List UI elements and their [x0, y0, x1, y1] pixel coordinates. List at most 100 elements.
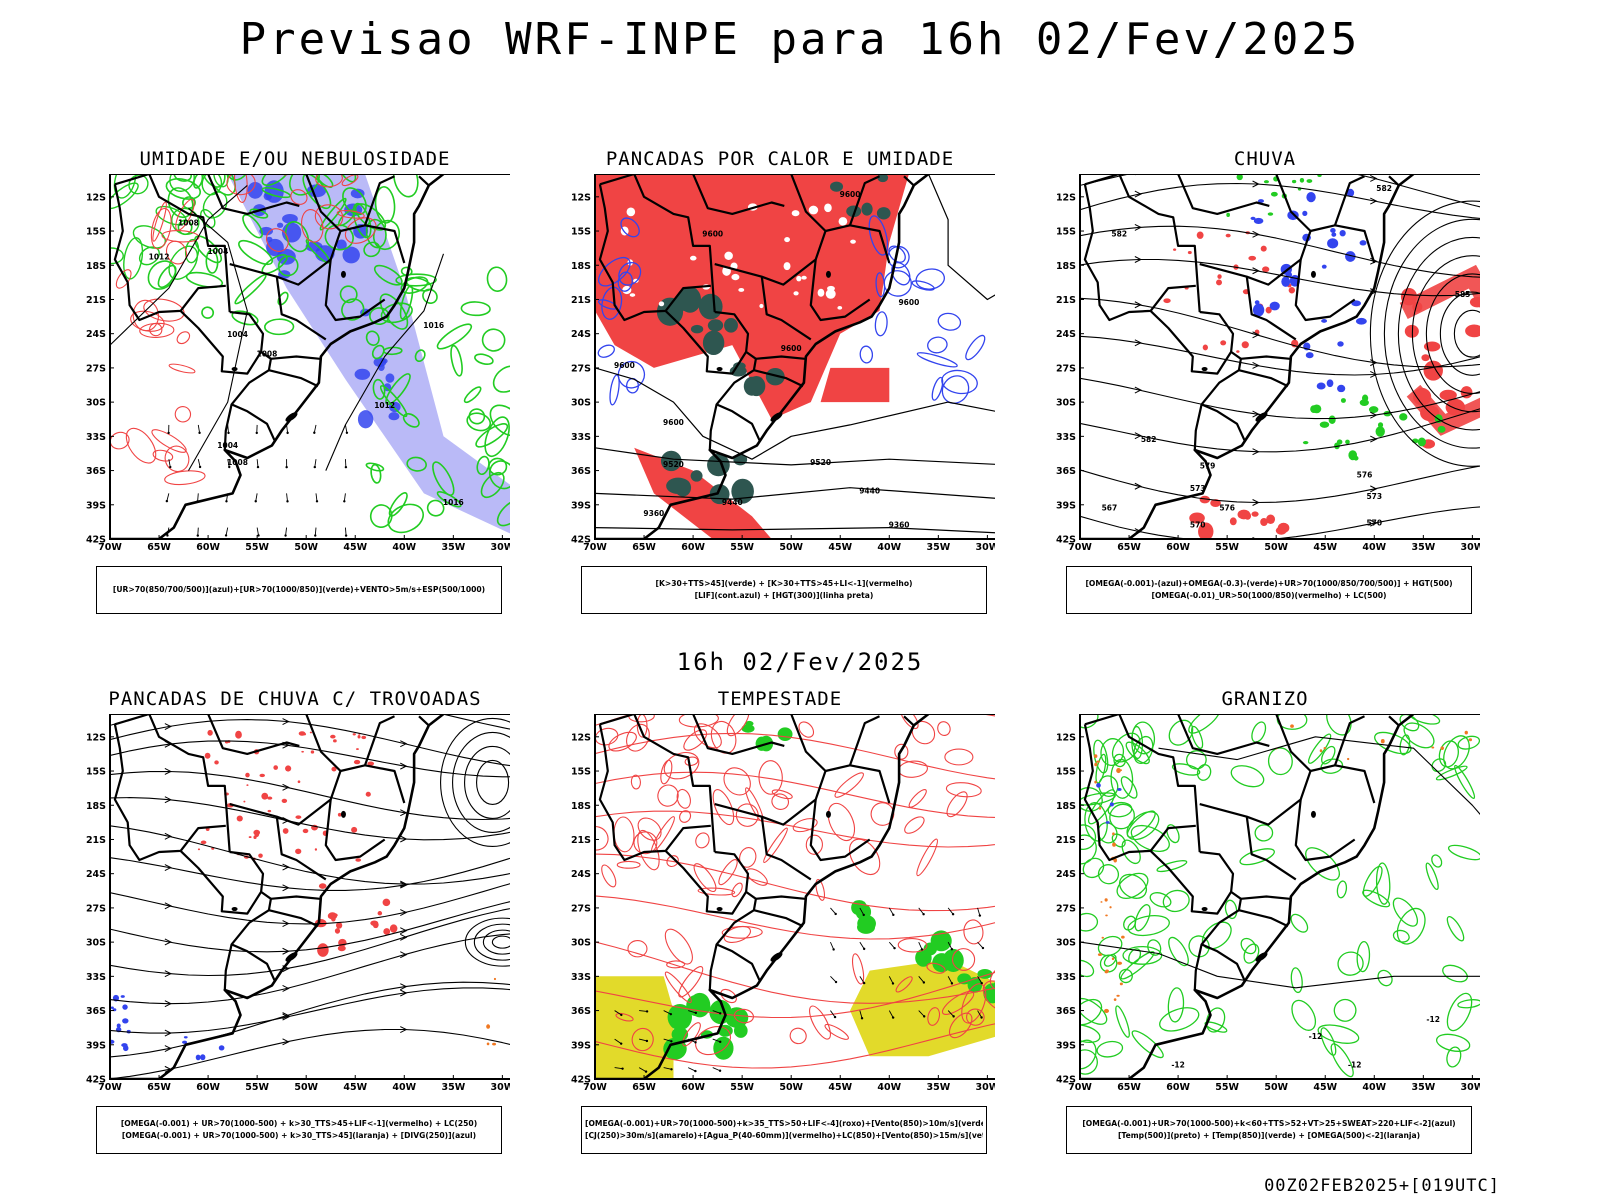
humidity-green-contour	[475, 423, 509, 448]
temp-850-green-contour	[1230, 765, 1265, 788]
lon-tick-label: 65W	[147, 1082, 171, 1093]
lat-tick-label: 33S	[1056, 432, 1076, 443]
lon-tick-label: 35W	[441, 1082, 465, 1093]
temp-850-green-contour	[1399, 734, 1411, 756]
water-red-contour	[616, 860, 641, 869]
lagoon	[1201, 907, 1208, 912]
water-red-contour	[937, 721, 951, 736]
streamline	[1080, 174, 1480, 208]
omega-blue-area	[1337, 341, 1344, 347]
wind-vector-head	[923, 1015, 926, 1018]
wind-vector-head	[891, 982, 895, 985]
water-red-contour	[916, 838, 939, 877]
water-red-contour	[695, 1026, 731, 1056]
water-red-contour	[834, 772, 864, 798]
lagoon	[716, 907, 723, 912]
water-red-contour	[633, 831, 658, 855]
wind-green-area	[992, 982, 995, 993]
border-line	[324, 259, 386, 322]
omega-orange-dot	[1468, 738, 1473, 742]
rain-red-dot	[1220, 340, 1227, 346]
wind-vector-head	[862, 913, 865, 917]
streamline	[110, 714, 510, 730]
humidity-green-contour	[369, 504, 393, 528]
wind-arrow	[400, 933, 408, 941]
water-red-contour	[894, 743, 909, 760]
omega-blue-area	[1306, 192, 1316, 203]
thunder-red-dot	[361, 735, 367, 740]
temp-850-green-contour	[1435, 1033, 1471, 1052]
thickness-red-dash	[161, 230, 200, 243]
panel-pancadas-calor: PANCADAS POR CALOR E UMIDADE 9600 9600 960…	[565, 148, 995, 623]
humidity-green-contour	[393, 174, 419, 198]
omega-green-area	[1267, 212, 1274, 216]
temp-850-green-contour	[1118, 873, 1148, 899]
convection-green-area	[724, 318, 738, 333]
humidity-blue	[354, 368, 371, 380]
wind-vector-head	[198, 465, 202, 469]
contour-label: 582	[1141, 435, 1157, 444]
thunder-red-dot	[365, 791, 371, 797]
panel-title: PANCADAS POR CALOR E UMIDADE	[605, 148, 955, 170]
temp-850-green-contour	[1120, 776, 1138, 799]
humidity-green-contour	[194, 235, 223, 264]
border-line	[1310, 764, 1376, 804]
border-line	[599, 174, 716, 313]
wind-vector-head	[227, 431, 230, 435]
omega-green-area	[1375, 426, 1385, 437]
thickness-red-dash	[125, 427, 157, 464]
lifted-index-blue-contour	[617, 360, 646, 389]
border-line	[1149, 310, 1233, 375]
humidity-green-contour	[488, 460, 510, 490]
temp-500-contour	[1158, 736, 1480, 815]
contour-label: 9440	[722, 498, 743, 507]
thunder-red-dot	[258, 853, 263, 858]
wind-vector	[639, 1038, 648, 1042]
clear-spot	[629, 293, 636, 297]
thunder-red-dot	[337, 812, 342, 817]
omega-green-area	[1226, 212, 1230, 218]
legend-box: [OMEGA(-0.001)+UR>70(1000-500)+k<60+TTS>…	[1066, 1106, 1472, 1154]
wind-vector-head	[344, 465, 348, 469]
water-red-contour	[608, 731, 637, 752]
humidity-green-contour	[395, 273, 437, 287]
wind-arrow	[282, 1012, 290, 1020]
water-red-contour	[951, 948, 976, 971]
height-500-contour	[1369, 200, 1480, 467]
wind-vector-head	[225, 500, 228, 503]
wind-vector	[614, 1038, 622, 1045]
lat-tick-label: 27S	[571, 363, 591, 374]
border-line	[903, 715, 915, 727]
omega-orange-dot	[1105, 914, 1108, 917]
lat-tick-label: 24S	[1056, 869, 1076, 880]
water-red-contour	[721, 925, 763, 939]
lat-tick-label: 15S	[86, 227, 106, 238]
rain-red-dot	[1216, 279, 1222, 286]
wind-vector	[859, 941, 865, 950]
temp-850-green-contour	[1435, 765, 1468, 781]
lifted-index-blue-contour	[916, 352, 958, 368]
wind-arrow	[1252, 331, 1260, 339]
streamline	[1080, 506, 1480, 539]
border-line	[363, 715, 395, 766]
omega-blue-area	[1257, 199, 1264, 203]
border-line	[179, 310, 263, 375]
rain-red-dot	[1248, 255, 1257, 261]
panel-chuva: CHUVA 582 585 582 582 579 576 573 570 567 573 576 5…	[1050, 148, 1480, 623]
humidity-green-contour	[379, 385, 408, 418]
humidity-green-contour	[436, 491, 462, 508]
omega-blue-area	[1346, 188, 1355, 197]
temp-850-green-contour	[1307, 733, 1332, 764]
humidity-green-contour	[436, 323, 473, 350]
wind-vector-head	[978, 914, 982, 917]
wind-vector-head	[198, 431, 201, 435]
wind-vector	[255, 493, 258, 502]
wind-vector-head	[315, 500, 319, 503]
wind-green-area	[957, 973, 972, 985]
height-300-contour	[595, 447, 995, 466]
temp-850-green-contour	[1457, 735, 1480, 750]
map-svg: 9600 9600 9600 9600 9600 9520 9440 9360 9360 9440…	[571, 174, 995, 553]
temp-850-green-contour	[1447, 844, 1480, 861]
legend-box: [OMEGA(-0.001)-(azul)+OMEGA(-0.3)-(verde…	[1066, 566, 1472, 614]
temp-850-green-contour	[1442, 964, 1468, 983]
